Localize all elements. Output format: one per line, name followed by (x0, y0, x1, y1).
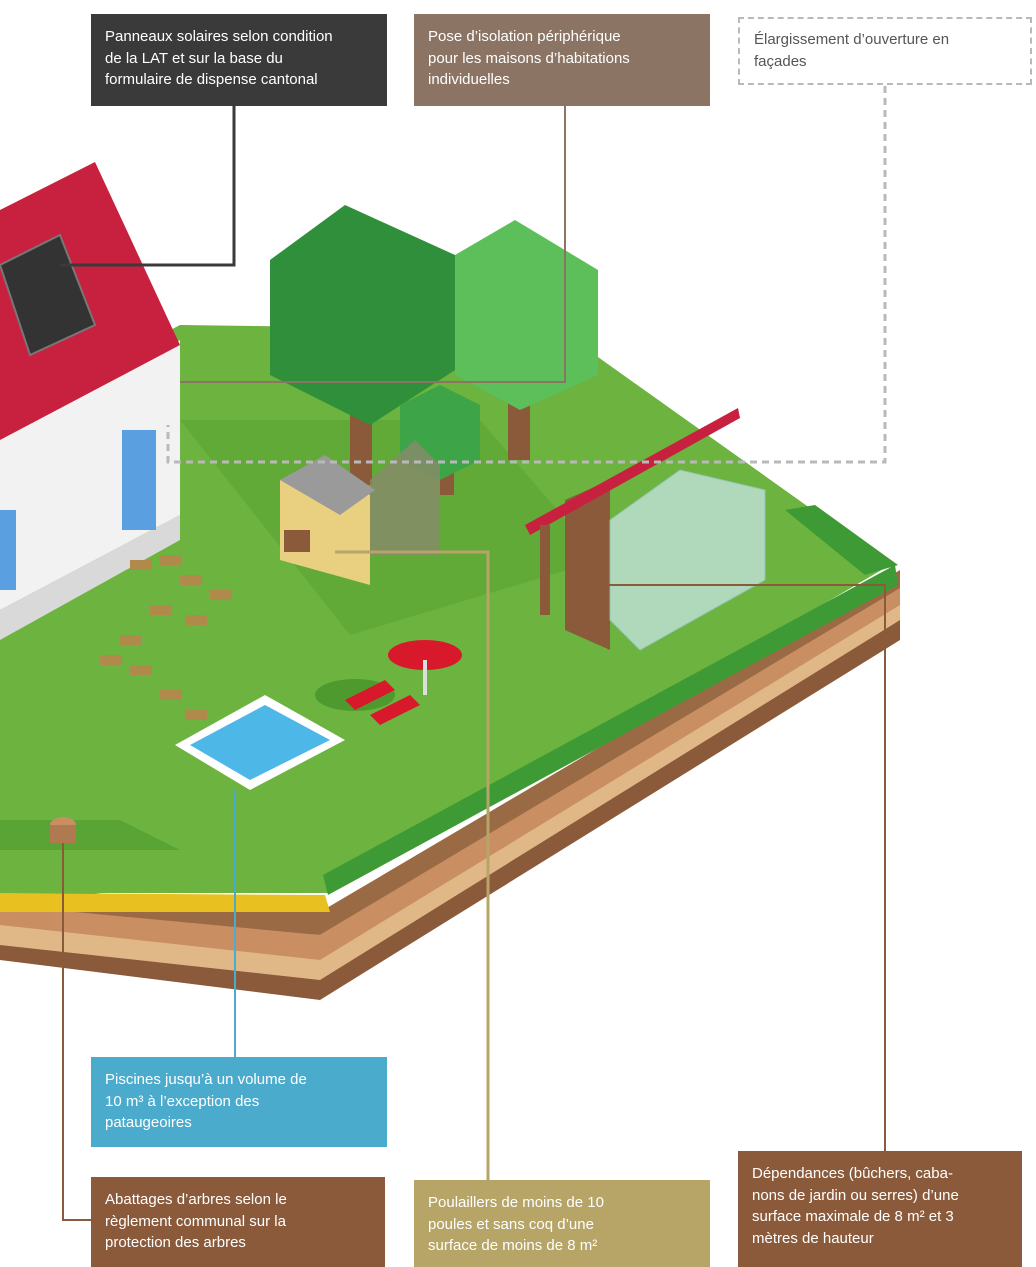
pool-callout-line-3: pataugeoires (105, 1114, 192, 1131)
tree-canopy-1 (270, 205, 455, 425)
insulation-callout-line-1: Pose d’isolation périphérique (428, 28, 621, 45)
hedge-corner (785, 505, 898, 575)
house-window (122, 430, 156, 530)
chicken-coop-run (370, 440, 440, 555)
pool-water (190, 705, 330, 780)
trees-callout-line-3: protection des arbres (105, 1234, 246, 1251)
insulation-callout: Pose d’isolation périphérique pour les m… (414, 14, 710, 106)
annex-callout-line-3: surface maximale de 8 m² et 3 (752, 1208, 954, 1225)
greenhouse (609, 469, 766, 651)
leader-solar (60, 105, 236, 267)
chicken-coop-roof (280, 455, 375, 515)
leader-annex (580, 584, 886, 1151)
solar-callout-line-1: Panneaux solaires selon condition (105, 28, 333, 45)
pool-callout-line-2: 10 m³ à l’exception des (105, 1092, 260, 1110)
tree-canopy-2 (455, 220, 598, 410)
outbuildings-callout: Dépendances (bûchers, caba- nons de jard… (738, 1151, 1022, 1267)
chicken-callout-line-1: Poulaillers de moins de 10 (428, 1194, 604, 1211)
shed-post-1 (540, 525, 550, 615)
house-roof (0, 162, 180, 440)
shed-wall (565, 480, 610, 650)
chicken-coop-door (284, 530, 310, 552)
tree-trunk-1 (350, 415, 372, 485)
chicken-callout-line-3: surface de moins de 8 m² (428, 1237, 598, 1254)
house-wall-shadow (0, 515, 180, 640)
trees-callout-line-2: règlement communal sur la (105, 1212, 286, 1230)
lounger-2 (370, 695, 420, 725)
soil-layer-bottom (0, 600, 900, 1000)
leader-insulation (180, 105, 566, 383)
shed-roof (525, 408, 740, 535)
tree-stump-side (50, 825, 76, 843)
chicken-coop-callout: Poulaillers de moins de 10 poules et san… (414, 1180, 710, 1267)
grass-shade-left (0, 820, 180, 850)
insulation-callout-line-2: pour les maisons d’habitations (428, 49, 630, 67)
hedge-right (323, 565, 898, 895)
annex-callout-line-4: mètres de hauteur (752, 1229, 874, 1247)
pool-callout: Piscines jusqu’à un volume de 10 m³ à l’… (91, 1057, 387, 1147)
pool-callout-line-1: Piscines jusqu’à un volume de (105, 1071, 307, 1088)
solar-panels-callout: Panneaux solaires selon condition de la … (91, 14, 387, 106)
stepping-stones (100, 555, 232, 720)
chicken-callout-line-2: poules et sans coq d’une (428, 1215, 594, 1233)
soil-layer-light (0, 595, 900, 980)
annex-callout-line-1: Dépendances (bûchers, caba- (752, 1165, 953, 1182)
tree-felling-callout: Abattages d’arbres selon le règlement co… (91, 1177, 385, 1267)
opening-callout-line-1: Élargissement d’ouverture en (754, 31, 950, 48)
soil-layer-mid (0, 585, 900, 960)
insulation-callout-line-3: individuelles (428, 71, 510, 88)
trees-callout-line-1: Abattages d’arbres selon le (105, 1191, 287, 1208)
house-window-left (0, 510, 16, 590)
leader-trees (62, 843, 91, 1221)
parasol (388, 640, 462, 670)
annex-callout-line-2: nons de jardin ou serres) d’une (752, 1186, 959, 1204)
opening-callout-line-2: façades (754, 52, 807, 70)
yellow-border-strip (0, 893, 330, 912)
leader-opening (166, 86, 887, 464)
lounger-1 (345, 680, 395, 710)
facade-opening-callout: Élargissement d’ouverture en façades (738, 17, 1032, 85)
leader-chicken (335, 550, 490, 1180)
solar-callout-line-3: formulaire de dispense cantonal (105, 71, 318, 88)
solar-callout-line-2: de la LAT et sur la base du (105, 49, 283, 67)
parasol-pole (423, 660, 427, 695)
